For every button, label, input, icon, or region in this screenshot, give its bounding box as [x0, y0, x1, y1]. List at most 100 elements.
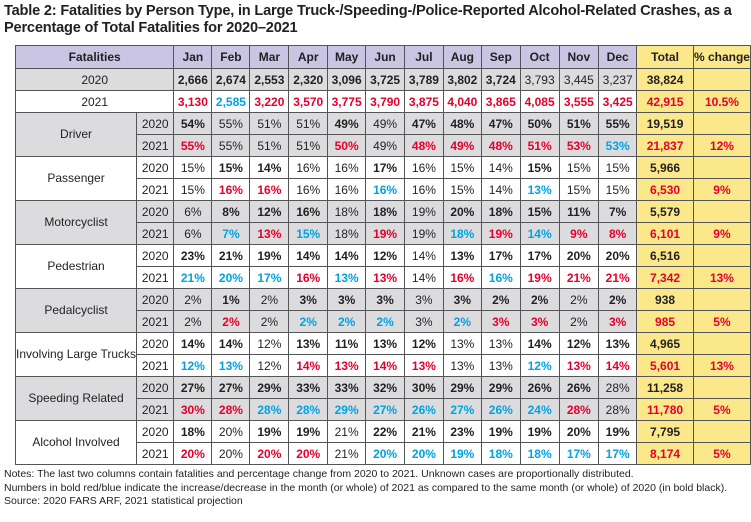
value-cell: 12%	[173, 354, 213, 377]
value-cell: 18%	[327, 222, 367, 245]
category-label: Driver	[14, 112, 138, 157]
value-cell: 55%	[598, 112, 638, 135]
value-cell: 19%	[519, 420, 560, 443]
value-cell: 3,555	[558, 90, 600, 113]
value-cell: 20%	[211, 266, 251, 289]
table-row: 2021 55% 55% 51% 51% 50% 49% 48% 49% 48% 51% 53% 53%…	[16, 134, 751, 157]
value-cell: 29%	[480, 376, 521, 399]
header-fatalities: Fatalities	[14, 45, 175, 69]
value-cell: 13%	[404, 354, 444, 377]
value-cell: 19%	[442, 442, 482, 465]
value-cell: 14%	[365, 354, 405, 377]
value-cell: 16%	[288, 156, 329, 179]
value-cell: 14%	[404, 266, 444, 289]
value-cell: 2%	[288, 310, 329, 333]
value-cell: 17%	[480, 244, 521, 267]
value-cell: 2%	[249, 288, 290, 311]
value-cell: 9%	[558, 222, 600, 245]
value-cell: 16%	[249, 178, 290, 201]
value-cell: 13%	[442, 354, 482, 377]
value-cell: 13%	[249, 222, 290, 245]
value-cell: 55%	[173, 134, 213, 157]
value-cell: 20%	[288, 442, 329, 465]
total-cell: 11,780	[636, 398, 694, 421]
value-cell: 18%	[173, 420, 213, 443]
value-cell: 21%	[327, 442, 367, 465]
value-cell: 2%	[211, 310, 251, 333]
value-cell: 3,445	[558, 68, 600, 91]
value-cell: 3%	[442, 288, 482, 311]
value-cell: 15%	[598, 156, 638, 179]
value-cell: 15%	[519, 200, 560, 223]
year-label: 2020	[136, 156, 175, 179]
value-cell: 2,666	[173, 68, 213, 91]
value-cell: 3%	[404, 310, 444, 333]
value-cell: 13%	[211, 354, 251, 377]
header-jan: Jan	[173, 45, 213, 69]
value-cell: 12%	[558, 332, 600, 355]
value-cell: 18%	[519, 442, 560, 465]
value-cell: 19%	[404, 222, 444, 245]
value-cell: 3,865	[480, 90, 521, 113]
value-cell: 16%	[288, 178, 329, 201]
value-cell: 18%	[327, 200, 367, 223]
value-cell: 13%	[598, 332, 638, 355]
total-row-2021: 2021 3,130 2,585 3,220 3,570 3,775 3,790 3,875 4…	[14, 90, 751, 113]
value-cell: 4,040	[442, 90, 482, 113]
table-row: 2021 12% 13% 12% 14% 13% 14% 13% 13% 13% 12% 13% 14%…	[16, 354, 751, 377]
value-cell: 28%	[598, 376, 638, 399]
value-cell: 3,802	[442, 68, 482, 91]
value-cell: 21%	[211, 244, 251, 267]
value-cell: 3%	[480, 310, 521, 333]
value-cell: 3,220	[249, 90, 290, 113]
value-cell: 21%	[598, 266, 638, 289]
table-row: Speeding Related 2020 27% 27% 29% 33% 33% 32% 30…	[14, 376, 751, 421]
value-cell: 13%	[480, 332, 521, 355]
value-cell: 3,130	[173, 90, 213, 113]
value-cell: 16%	[288, 200, 329, 223]
value-cell: 12%	[249, 332, 290, 355]
value-cell: 12%	[404, 332, 444, 355]
value-cell: 22%	[365, 420, 405, 443]
value-cell: 19%	[365, 222, 405, 245]
value-cell: 51%	[288, 112, 329, 135]
total-cell: 11,258	[636, 376, 694, 399]
value-cell: 27%	[173, 376, 213, 399]
value-cell: 4,085	[519, 90, 560, 113]
year-label: 2020	[136, 332, 175, 355]
pct-change-cell	[692, 156, 751, 179]
value-cell: 12%	[519, 354, 560, 377]
value-cell: 30%	[404, 376, 444, 399]
year-label: 2021	[136, 310, 175, 333]
value-cell: 17%	[249, 266, 290, 289]
value-cell: 2%	[480, 288, 521, 311]
year-label: 2021	[136, 398, 175, 421]
value-cell: 50%	[519, 112, 560, 135]
value-cell: 3,775	[327, 90, 367, 113]
total-cell: 938	[636, 288, 694, 311]
total-cell: 19,519	[636, 112, 694, 135]
value-cell: 2%	[598, 288, 638, 311]
year-label: 2021	[136, 178, 175, 201]
value-cell: 21%	[327, 420, 367, 443]
value-cell: 55%	[211, 134, 251, 157]
pct-change-cell: 9%	[692, 178, 751, 201]
value-cell: 48%	[404, 134, 444, 157]
value-cell: 12%	[365, 244, 405, 267]
value-cell: 2%	[173, 310, 213, 333]
pct-change-cell: 9%	[692, 222, 751, 245]
value-cell: 28%	[558, 398, 600, 421]
value-cell: 1%	[211, 288, 251, 311]
year-label: 2020	[136, 288, 175, 311]
value-cell: 7%	[211, 222, 251, 245]
value-cell: 13%	[365, 332, 405, 355]
value-cell: 15%	[288, 222, 329, 245]
value-cell: 30%	[173, 398, 213, 421]
value-cell: 11%	[327, 332, 367, 355]
table-row: 2021 30% 28% 28% 28% 29% 27% 26% 27% 26% 24% 28% 28%…	[16, 398, 751, 421]
value-cell: 3,237	[598, 68, 638, 91]
value-cell: 2%	[365, 310, 405, 333]
value-cell: 3,789	[404, 68, 444, 91]
header-aug: Aug	[442, 45, 482, 69]
value-cell: 8%	[598, 222, 638, 245]
